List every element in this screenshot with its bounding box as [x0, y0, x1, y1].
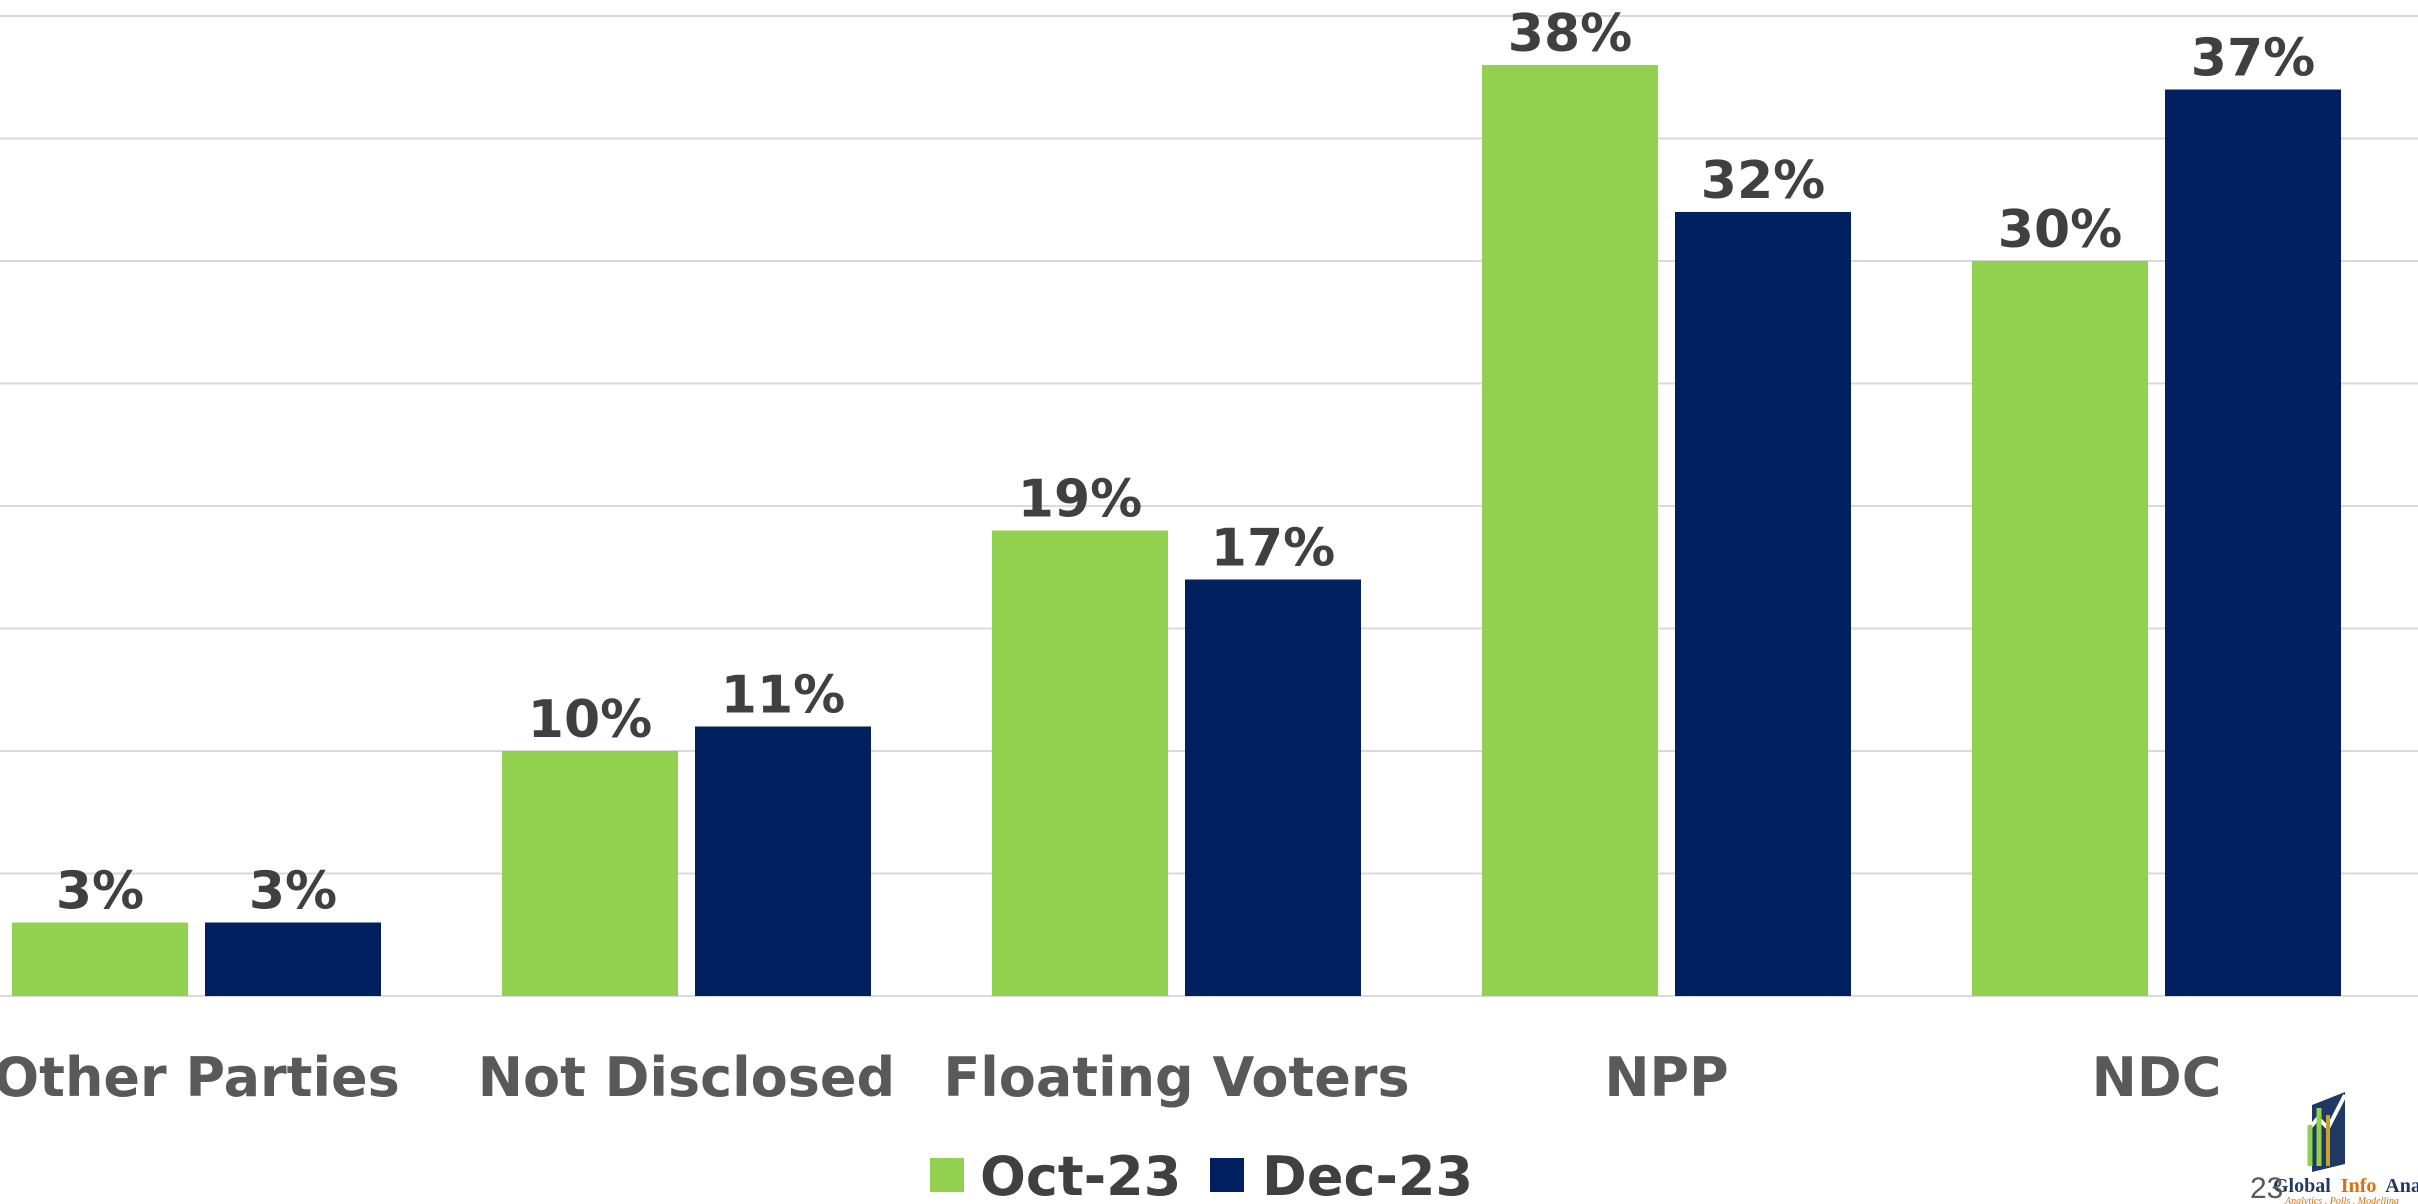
- logo-name-part3: Analytic: [2385, 1175, 2418, 1197]
- data-label: 10%: [528, 690, 652, 750]
- page-number: 23: [2250, 1172, 2283, 1204]
- bar-dec-23-other-parties: [205, 922, 381, 996]
- logo-name-part1: Global: [2273, 1175, 2331, 1197]
- bar-dec-23-floating-voters: [1185, 579, 1361, 996]
- gridlines: [0, 15, 2418, 997]
- legend-swatch-oct-23: [930, 1158, 964, 1192]
- data-label: 19%: [1018, 470, 1142, 530]
- bar-dec-23-ndc: [2165, 89, 2341, 996]
- company-logo: Global Info Analytic Analytics . Polls .…: [2273, 1092, 2418, 1204]
- category-label: Floating Voters: [943, 1046, 1409, 1109]
- legend: Oct-23 Dec-23: [930, 1145, 1473, 1204]
- data-label: 17%: [1211, 519, 1335, 579]
- logo-mark-icon: [2298, 1092, 2347, 1172]
- bar-oct-23-npp: [1482, 65, 1658, 996]
- bar-dec-23-npp: [1675, 212, 1851, 996]
- logo-name-part2: Info: [2341, 1175, 2377, 1197]
- category-label: NPP: [1604, 1046, 1728, 1109]
- bar-oct-23-floating-voters: [992, 530, 1168, 996]
- data-label: 38%: [1508, 4, 1632, 64]
- bar-oct-23-ndc: [1972, 261, 2148, 996]
- category-label: NDC: [2092, 1046, 2222, 1109]
- bar-oct-23-other-parties: [12, 922, 188, 996]
- svg-text:Global Info Analyt: Global Info Analytic: [2273, 1175, 2418, 1197]
- category-labels: Other Parties Not Disclosed Floating Voter…: [0, 1046, 2221, 1109]
- data-label: 11%: [721, 666, 845, 726]
- data-label: 3%: [249, 862, 337, 922]
- data-label: 3%: [56, 862, 144, 922]
- data-label: 30%: [1998, 200, 2122, 260]
- data-label: 37%: [2191, 29, 2315, 89]
- category-label: Other Parties: [0, 1046, 400, 1109]
- bar-oct-23-not-disclosed: [502, 751, 678, 996]
- legend-label-dec-23: Dec-23: [1262, 1145, 1473, 1204]
- bar-dec-23-not-disclosed: [695, 726, 871, 996]
- logo-tagline: Analytics . Polls . Modelling: [2284, 1196, 2399, 1204]
- category-label: Not Disclosed: [478, 1046, 895, 1109]
- data-label: 32%: [1701, 151, 1825, 211]
- data-labels: 3% 3% 10% 11% 19% 17% 38% 32% 30% 37%: [56, 4, 2315, 922]
- legend-label-oct-23: Oct-23: [980, 1145, 1181, 1204]
- bars: [12, 65, 2341, 996]
- legend-swatch-dec-23: [1210, 1158, 1244, 1192]
